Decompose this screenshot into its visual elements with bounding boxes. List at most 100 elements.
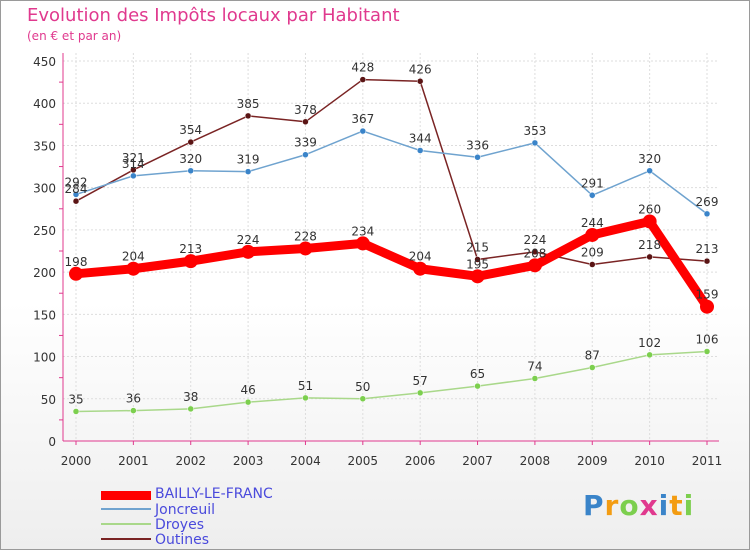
data-point [130, 407, 137, 414]
data-point [187, 138, 194, 146]
data-point [416, 78, 424, 85]
data-label: 428 [351, 61, 374, 75]
data-point [646, 167, 653, 175]
x-tick-label: 2011 [692, 454, 723, 468]
x-tick-label: 2005 [348, 454, 379, 468]
series-line [71, 216, 712, 312]
data-label: 426 [409, 62, 432, 76]
y-tick-label: 150 [33, 308, 56, 322]
data-point [470, 269, 485, 284]
data-label: 57 [413, 374, 428, 388]
data-point [416, 147, 424, 154]
data-point [585, 227, 600, 242]
data-label: 215 [466, 240, 489, 254]
data-label: 367 [351, 112, 374, 126]
data-label: 292 [65, 175, 88, 189]
data-label: 218 [638, 238, 661, 252]
data-label: 234 [351, 224, 374, 238]
x-tick-label: 2007 [462, 454, 493, 468]
data-point [355, 236, 370, 251]
data-point [302, 151, 309, 158]
data-label: 314 [122, 157, 145, 171]
logo-letter: x [639, 489, 659, 522]
x-tick-label: 2008 [520, 454, 551, 468]
data-point [589, 364, 596, 371]
data-point [187, 405, 194, 413]
data-label: 284 [65, 182, 88, 196]
chart-title: Evolution des Impôts locaux par Habitant [27, 5, 400, 26]
data-label: 74 [527, 360, 542, 374]
data-label: 208 [523, 246, 546, 260]
data-label: 321 [122, 151, 145, 165]
logo-letter: o [619, 489, 640, 522]
data-point [474, 256, 481, 263]
data-label: 106 [696, 332, 719, 346]
legend-swatch-joncreuil [101, 508, 151, 510]
logo-letter: t [669, 489, 684, 522]
y-tick-label: 300 [33, 182, 56, 196]
data-label: 35 [68, 392, 83, 406]
data-label: 244 [581, 216, 604, 230]
data-point [474, 154, 481, 161]
data-label: 224 [237, 233, 260, 247]
data-label: 209 [581, 246, 604, 260]
data-label: 339 [294, 136, 317, 150]
legend-label-joncreuil: Joncreuil [155, 502, 215, 518]
logo-letter: r [604, 489, 620, 522]
data-label: 204 [122, 250, 145, 264]
legend-label-bailly: BAILLY-LE-FRANC [155, 486, 273, 502]
data-label: 195 [466, 257, 489, 271]
data-point [359, 395, 367, 403]
data-label: 102 [638, 336, 661, 350]
data-label: 336 [466, 138, 489, 152]
data-label: 344 [409, 132, 432, 146]
legend-label-outines: Outines [155, 532, 210, 548]
data-label: 38 [183, 390, 198, 404]
data-point [298, 241, 313, 256]
data-label: 51 [298, 379, 313, 393]
data-point [413, 261, 428, 276]
x-tick-label: 2000 [61, 454, 92, 468]
y-tick-label: 0 [48, 435, 56, 449]
chart-subtitle: (en € et par an) [27, 29, 122, 43]
data-point [531, 375, 539, 382]
data-point [359, 127, 367, 135]
x-tick-label: 2001 [118, 454, 149, 468]
y-tick-label: 200 [33, 266, 56, 280]
data-label: 228 [294, 229, 317, 243]
data-label: 354 [179, 123, 202, 137]
data-label: 378 [294, 103, 317, 117]
data-label: 213 [696, 242, 719, 256]
logo-letter: i [683, 489, 695, 522]
data-point [359, 76, 367, 83]
y-tick-label: 450 [33, 55, 56, 69]
logo-letter: i [658, 489, 670, 522]
x-tick-label: 2009 [577, 454, 608, 468]
data-point [531, 248, 539, 256]
data-point [244, 398, 252, 406]
data-point [244, 112, 252, 120]
data-point [703, 210, 711, 218]
data-point [474, 382, 481, 390]
y-tick-label: 50 [41, 393, 56, 407]
x-tick-label: 2003 [233, 454, 264, 468]
legend-swatch-outines [101, 538, 151, 540]
data-point [703, 348, 711, 355]
data-point [244, 168, 252, 175]
data-point [126, 261, 141, 276]
data-point [69, 266, 83, 281]
data-label: 353 [523, 124, 546, 138]
x-tick-label: 2006 [405, 454, 436, 468]
y-tick-label: 250 [33, 224, 56, 238]
series-line [75, 350, 708, 413]
x-tick-label: 2004 [290, 454, 321, 468]
data-point [646, 351, 653, 359]
legend-swatch-bailly [101, 491, 151, 500]
series-line [75, 78, 708, 266]
data-point [642, 214, 657, 229]
data-point [72, 191, 80, 198]
data-label: 87 [585, 349, 600, 363]
data-point [187, 167, 194, 175]
y-tick-label: 400 [33, 97, 56, 111]
logo-letter: P [583, 489, 605, 522]
